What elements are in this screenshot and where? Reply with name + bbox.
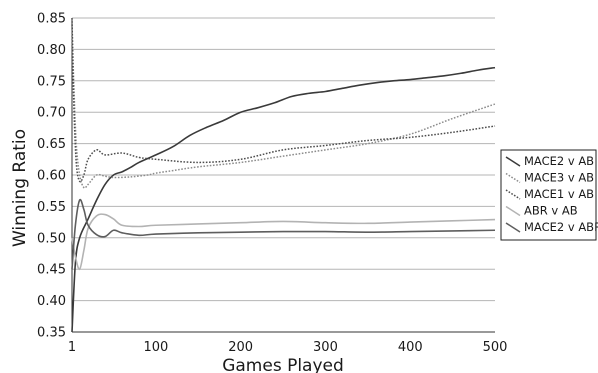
y-axis-title: Winning Ratio	[10, 129, 30, 247]
y-tick-label: 0.75	[37, 74, 66, 89]
y-tick-label: 0.80	[37, 43, 66, 58]
series-line-1	[71, 66, 496, 333]
tick-labels: 0.35 0.40 0.45 0.50 0.55 0.60 0.65 0.70 0.75 0.80…	[37, 12, 507, 356]
x-tick-label: 300	[313, 340, 338, 355]
legend-label: MACE2 v ABR	[524, 220, 598, 234]
x-tick-label: 400	[398, 340, 423, 355]
legend-swatch	[505, 156, 521, 167]
y-tick-label: 0.60	[37, 169, 66, 184]
legend-swatch	[505, 189, 521, 200]
legend-label: MACE3 v AB	[524, 171, 594, 185]
legend-label: MACE1 v AB	[524, 187, 594, 201]
series-line-3	[71, 17, 496, 183]
series-line-5	[71, 198, 496, 270]
grid-lines	[72, 17, 495, 333]
legend-swatch	[505, 222, 521, 233]
y-tick-label: 0.55	[37, 200, 66, 215]
x-tick-label: 1	[68, 340, 76, 355]
y-tick-label: 0.50	[37, 231, 66, 246]
y-tick-label: 0.35	[37, 326, 66, 341]
series-line-2	[71, 24, 496, 189]
series-lines	[71, 17, 496, 333]
y-tick-label: 0.45	[37, 263, 66, 278]
y-tick-label: 0.70	[37, 106, 66, 121]
axes	[71, 18, 495, 333]
y-tick-label: 0.85	[37, 12, 66, 27]
legend-label: MACE2 v AB	[524, 154, 594, 168]
legend-box	[500, 149, 597, 241]
x-tick-label: 200	[228, 340, 253, 355]
x-axis-title: Games Played	[222, 356, 344, 373]
y-tick-label: 0.65	[37, 137, 66, 152]
legend: MACE2 v AB MACE3 v AB MACE1 v AB ABR v AB MA…	[500, 149, 598, 241]
x-tick-label: 500	[483, 340, 508, 355]
x-tick-label: 100	[144, 340, 169, 355]
y-tick-label: 0.40	[37, 294, 66, 309]
legend-label: ABR v AB	[524, 204, 578, 218]
legend-swatch	[505, 172, 521, 184]
legend-swatch	[505, 205, 521, 217]
series-line-4	[71, 213, 496, 271]
